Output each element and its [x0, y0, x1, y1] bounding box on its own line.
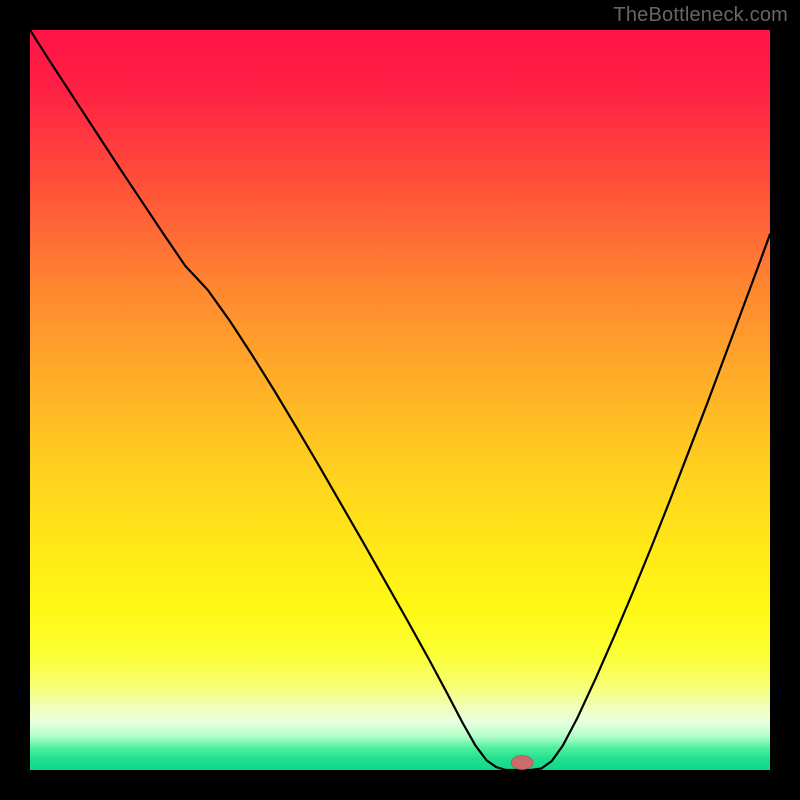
- minimum-marker: [511, 756, 533, 770]
- bottleneck-chart: [0, 0, 800, 800]
- watermark-text: TheBottleneck.com: [613, 4, 788, 27]
- gradient-background: [30, 30, 770, 770]
- chart-container: { "watermark": "TheBottleneck.com", "cha…: [0, 0, 800, 800]
